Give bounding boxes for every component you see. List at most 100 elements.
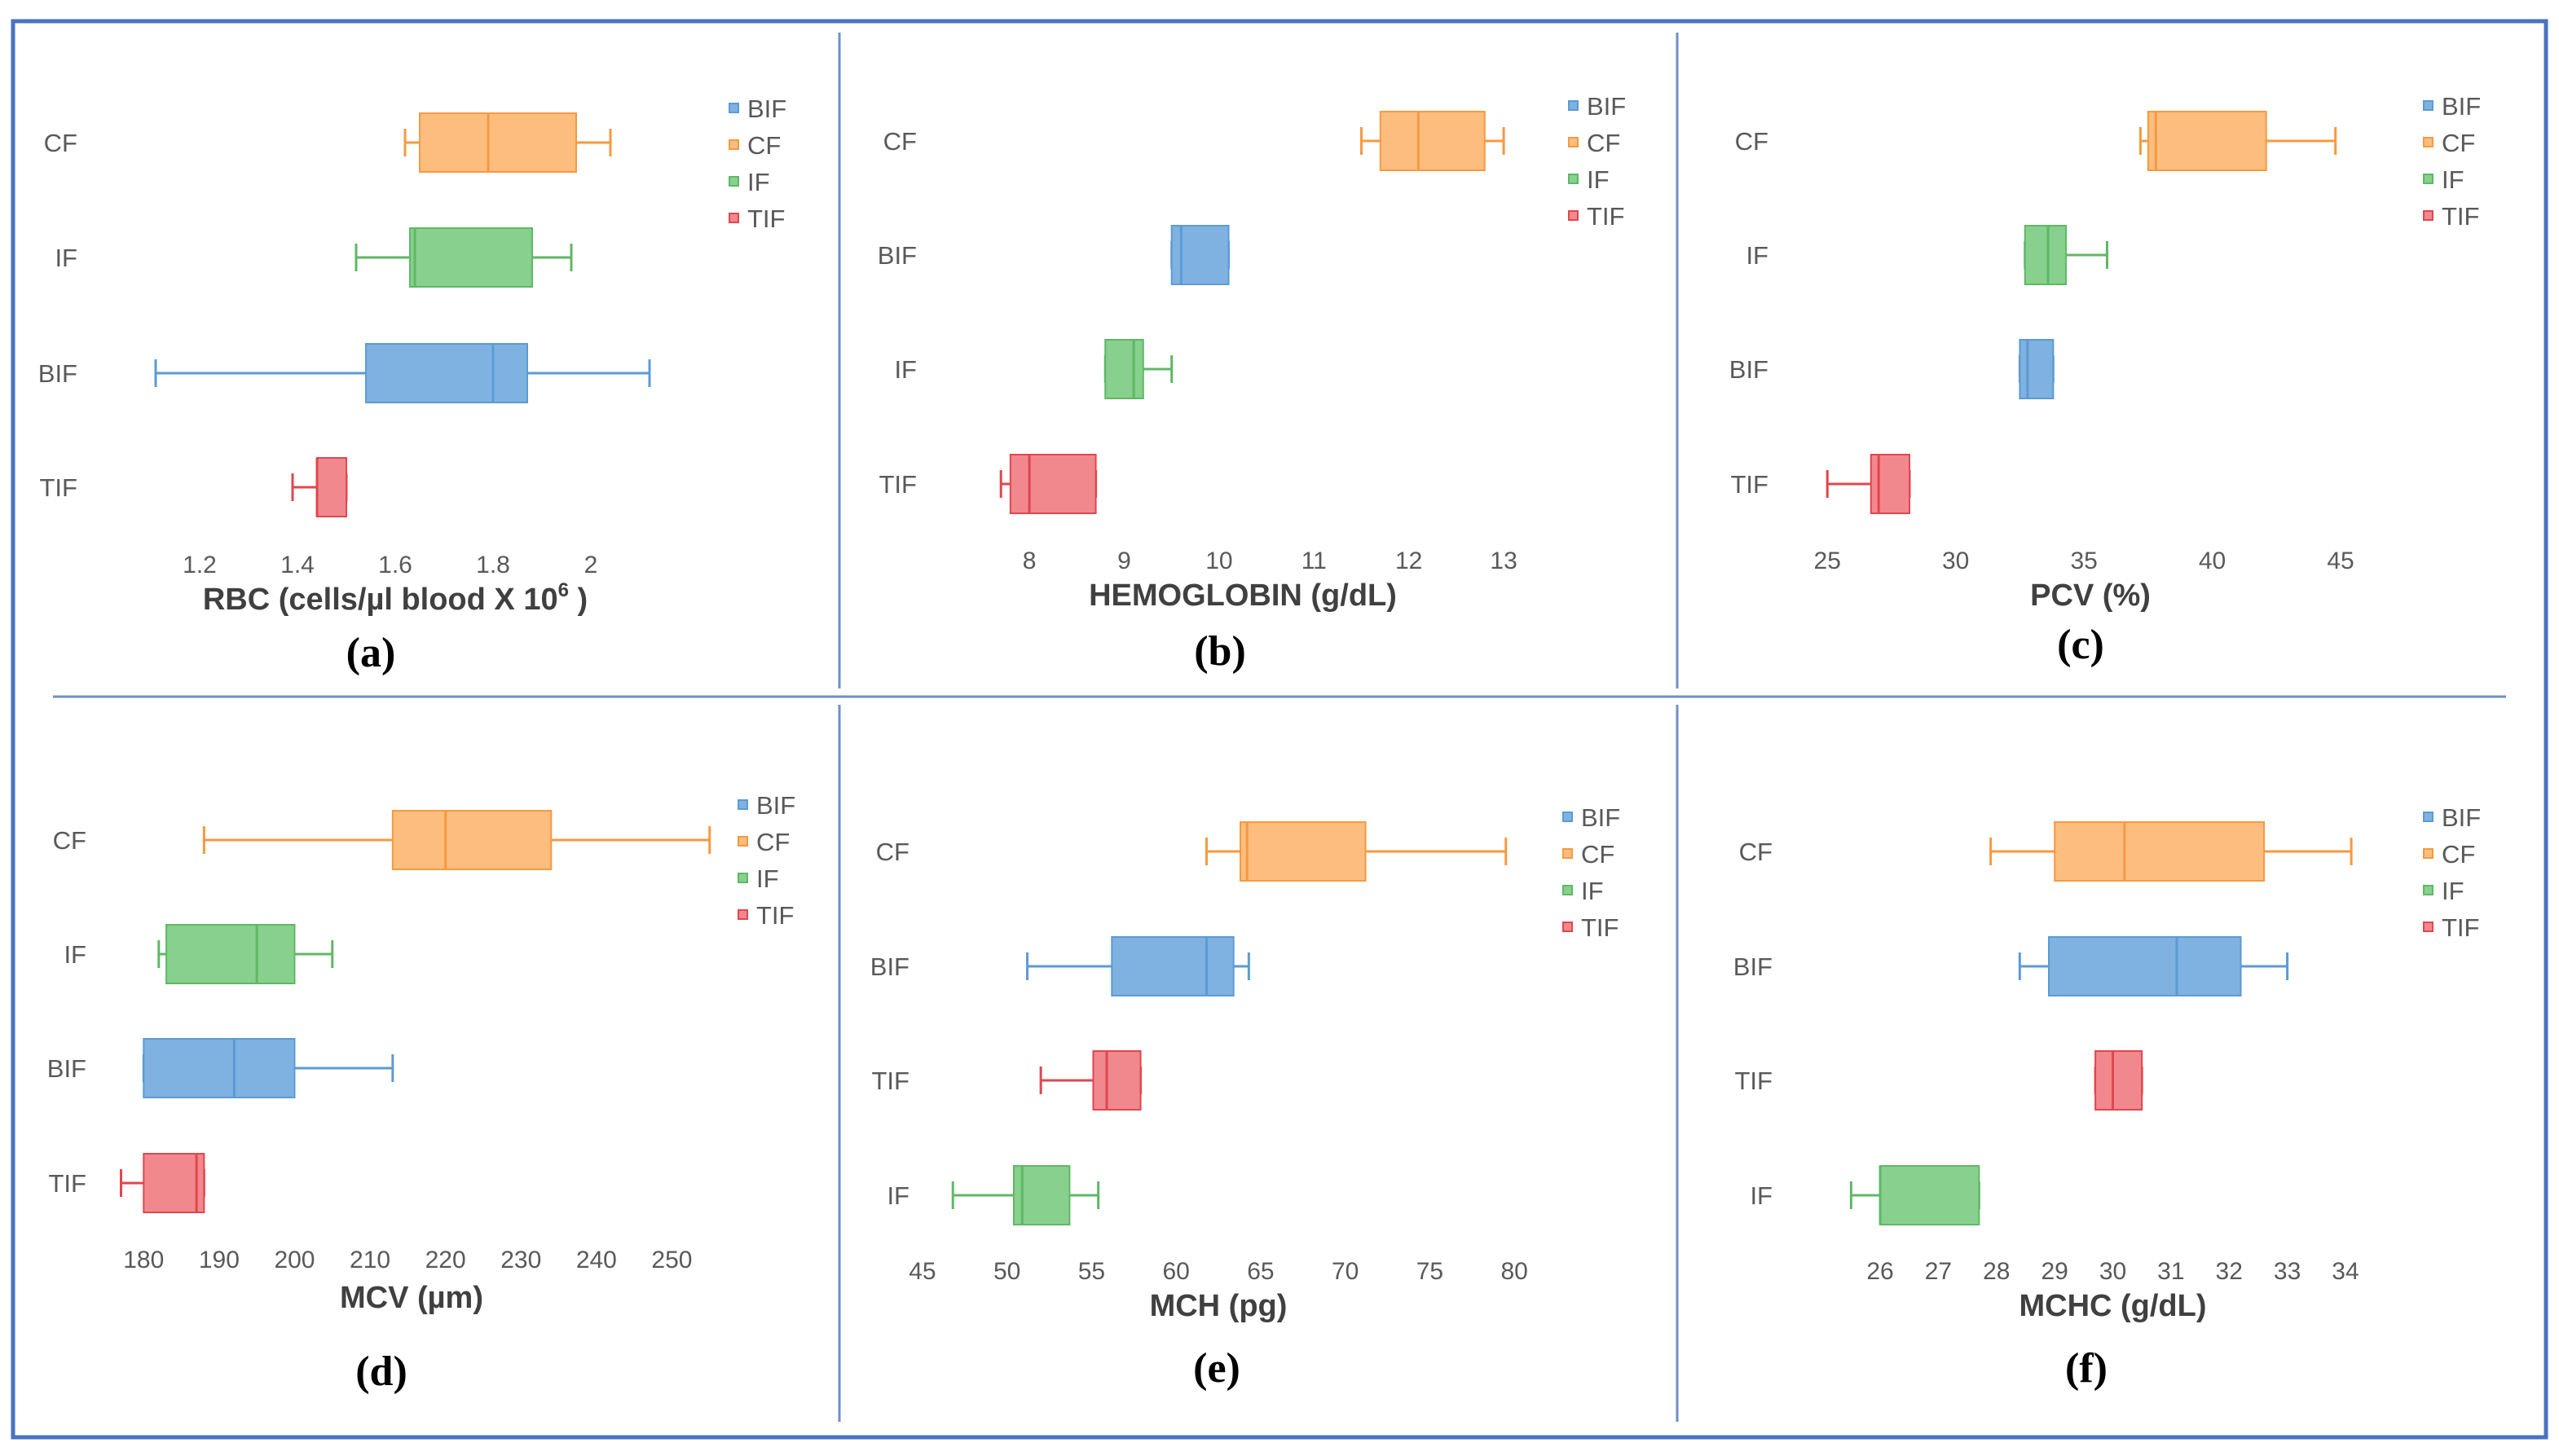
- tick-label: 40: [2199, 548, 2226, 574]
- tick-label: 13: [1490, 548, 1517, 574]
- tick-label: 27: [1925, 1258, 1952, 1285]
- legend-swatch: [2423, 922, 2433, 932]
- legend-swatch: [738, 873, 748, 883]
- legend-item-if: IF: [1568, 165, 1610, 194]
- legend-swatch: [729, 213, 739, 223]
- tick-label: 55: [1078, 1258, 1105, 1285]
- tick-label: 210: [350, 1247, 390, 1273]
- tick-label: 26: [1866, 1258, 1893, 1285]
- box-iqr: [2019, 339, 2055, 399]
- panel-e: CF BIF TIF IF 45 50 55 60 65 70 75 80 MCH (pg) (e) BIF…: [870, 803, 1620, 1392]
- legend-label: TIF: [747, 205, 786, 233]
- category-label: IF: [894, 355, 917, 384]
- legend-label: TIF: [2442, 913, 2480, 942]
- category-label: CF: [44, 129, 77, 157]
- tick-label: 250: [651, 1247, 692, 1273]
- box-iqr: [2054, 821, 2266, 882]
- legend-swatch: [1562, 848, 1573, 859]
- legend-item-cf: CF: [729, 131, 781, 160]
- legend: BIF CF IF TIF: [738, 791, 795, 930]
- panel-label: (f): [2065, 1345, 2108, 1392]
- category-label: CF: [883, 127, 917, 156]
- box-iqr: [1379, 111, 1486, 171]
- tick-label: 45: [2327, 548, 2354, 574]
- tick-label: 190: [199, 1247, 240, 1273]
- box-tif: TIF: [1735, 1050, 2143, 1111]
- box-iqr: [409, 227, 533, 288]
- tick-label: 230: [500, 1247, 541, 1273]
- box-if: IF: [887, 1165, 1100, 1225]
- tick-label: 70: [1332, 1258, 1359, 1285]
- tick-label: 9: [1117, 548, 1131, 574]
- axis-title: PCV (%): [2030, 578, 2151, 613]
- tick-label: 30: [2099, 1258, 2126, 1285]
- category-label: TIF: [879, 470, 918, 499]
- box-cf: CF: [876, 821, 1508, 882]
- legend-item-cf: CF: [1562, 840, 1614, 869]
- legend-swatch: [729, 176, 739, 187]
- panel-c: CF IF BIF TIF 25 30 35 40 45 PCV (%) (c) BIF CF IF TIF: [1729, 92, 2481, 668]
- box-iqr: [1104, 339, 1144, 399]
- box-iqr: [1239, 821, 1367, 882]
- legend-swatch: [1568, 210, 1579, 221]
- legend: BIF CF IF TIF: [729, 95, 786, 233]
- legend-item-tif: TIF: [2423, 913, 2480, 942]
- legend-item-bif: BIF: [738, 791, 795, 820]
- axis-title: MCH (pg): [1150, 1289, 1288, 1323]
- legend-swatch: [738, 799, 748, 810]
- x-axis-ticks: 8 9 10 11 12 13: [1023, 548, 1517, 574]
- legend-item-bif: BIF: [1568, 92, 1626, 121]
- box-iqr: [391, 810, 553, 870]
- category-label: TIF: [872, 1067, 910, 1095]
- box-iqr: [2024, 225, 2068, 285]
- box-if: IF: [64, 924, 334, 984]
- x-axis-ticks: 25 30 35 40 45: [1814, 548, 2354, 574]
- box-iqr: [2094, 1050, 2143, 1111]
- legend-label: CF: [2442, 840, 2475, 869]
- legend-item-if: IF: [2423, 165, 2464, 194]
- panel-label: (b): [1194, 628, 1246, 675]
- x-axis-ticks: 1.2 1.4 1.6 1.8 2: [183, 552, 597, 578]
- tick-label: 31: [2157, 1258, 2184, 1285]
- tick-label: 50: [993, 1258, 1020, 1285]
- tick-label: 11: [1302, 548, 1327, 574]
- tick-label: 200: [274, 1247, 315, 1273]
- tick-label: 10: [1205, 548, 1232, 574]
- legend-item-if: IF: [2423, 877, 2464, 905]
- panel-b: CF BIF IF TIF 8 9 10 11 12 13 HEMOGLOBIN (g/dL) (b)…: [878, 92, 1626, 675]
- category-label: BIF: [870, 952, 910, 981]
- category-label: TIF: [1731, 470, 1769, 499]
- tick-label: 75: [1416, 1258, 1443, 1285]
- box-tif: TIF: [872, 1050, 1143, 1111]
- tick-label: 34: [2332, 1258, 2359, 1285]
- legend-item-cf: CF: [2423, 840, 2475, 869]
- tick-label: 8: [1023, 548, 1037, 574]
- tick-label: 30: [1942, 548, 1969, 574]
- box-iqr: [1009, 454, 1097, 514]
- legend-label: CF: [1587, 129, 1620, 157]
- legend-item-cf: CF: [738, 828, 790, 856]
- category-label: IF: [887, 1181, 910, 1210]
- legend-label: BIF: [1581, 803, 1620, 832]
- tick-label: 180: [123, 1247, 164, 1273]
- legend-swatch: [729, 103, 739, 113]
- box-tif: TIF: [40, 457, 348, 517]
- panel-d: CF IF BIF TIF 180 190 200 210 220 230 240 250 MCV (µ…: [47, 791, 795, 1395]
- category-label: IF: [1746, 241, 1768, 270]
- panel-label: (d): [355, 1348, 407, 1395]
- category-label: BIF: [1733, 952, 1773, 981]
- legend-swatch: [738, 836, 748, 847]
- legend-swatch: [1562, 812, 1573, 822]
- legend-swatch: [738, 909, 748, 920]
- legend: BIF CF IF TIF: [2423, 803, 2481, 942]
- tick-label: 33: [2274, 1258, 2301, 1285]
- panel-label: (a): [346, 630, 396, 676]
- legend-label: TIF: [1581, 913, 1619, 942]
- tick-label: 1.4: [280, 552, 315, 578]
- tick-label: 45: [909, 1258, 936, 1285]
- legend-item-cf: CF: [2423, 129, 2475, 157]
- tick-label: 12: [1395, 548, 1422, 574]
- legend: BIF CF IF TIF: [2423, 92, 2481, 231]
- box-iqr: [1111, 936, 1235, 996]
